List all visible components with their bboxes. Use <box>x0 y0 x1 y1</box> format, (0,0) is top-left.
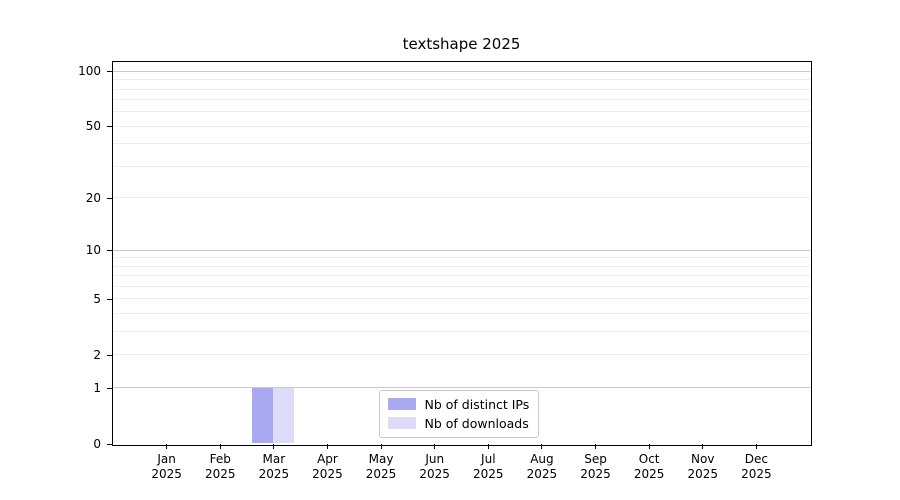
gridline-minor <box>112 99 810 101</box>
gridline-10 <box>112 249 810 251</box>
x-tick-label-sep: Sep 2025 <box>580 452 611 481</box>
gridline-5 <box>112 298 810 300</box>
y-tick-label-5: 5 <box>93 291 101 306</box>
gridline-minor <box>112 166 810 168</box>
gridline-minor <box>112 88 810 90</box>
bar-nb-of-distinct-ips-mar <box>252 387 274 444</box>
x-tick-label-feb: Feb 2025 <box>204 452 236 481</box>
legend-swatch-distinct-ips-icon <box>387 398 416 410</box>
y-tick-label-1: 1 <box>93 380 101 395</box>
gridline-minor <box>112 111 810 113</box>
gridline-minor <box>112 275 810 277</box>
chart-title: textshape 2025 <box>402 35 521 53</box>
x-tick-label-oct: Oct 2025 <box>633 452 665 481</box>
gridline-2 <box>112 354 810 356</box>
x-tick-label-jun: Jun 2025 <box>419 452 450 481</box>
plot-area: Nb of distinct IPs Nb of downloads <box>111 60 812 446</box>
gridline-100 <box>112 70 810 72</box>
x-tick-label-mar: Mar 2025 <box>258 452 290 481</box>
gridline-minor <box>112 313 810 315</box>
gridline-20 <box>112 197 810 199</box>
y-tick-label-50: 50 <box>85 119 101 134</box>
legend-swatch-downloads-icon <box>387 417 416 429</box>
gridline-minor <box>112 79 810 81</box>
gridline-50 <box>112 125 810 127</box>
legend-label-downloads: Nb of downloads <box>424 415 529 431</box>
gridline-minor <box>112 257 810 259</box>
legend-item-downloads: Nb of downloads <box>387 415 530 431</box>
bar-nb-of-downloads-mar <box>273 387 295 444</box>
gridline-1 <box>112 387 810 389</box>
x-tick-label-jan: Jan 2025 <box>151 452 182 481</box>
gridline-minor <box>112 143 810 145</box>
y-tick-label-10: 10 <box>85 243 101 258</box>
legend-label-distinct-ips: Nb of distinct IPs <box>424 396 530 412</box>
x-tick-label-jul: Jul 2025 <box>473 452 504 481</box>
y-tick-label-2: 2 <box>93 347 101 362</box>
legend-item-distinct-ips: Nb of distinct IPs <box>387 396 530 412</box>
y-tick-label-100: 100 <box>78 64 101 79</box>
x-tick-label-dec: Dec 2025 <box>741 452 772 481</box>
y-tick-label-0: 0 <box>93 436 101 451</box>
gridline-minor <box>112 286 810 288</box>
x-tick-label-may: May 2025 <box>365 452 397 481</box>
x-tick-label-nov: Nov 2025 <box>687 452 719 481</box>
x-tick-label-apr: Apr 2025 <box>312 452 343 481</box>
legend: Nb of distinct IPs Nb of downloads <box>378 389 540 438</box>
x-tick-label-aug: Aug 2025 <box>526 452 558 481</box>
gridline-minor <box>112 331 810 333</box>
gridline-minor <box>112 265 810 267</box>
y-tick-label-20: 20 <box>85 190 101 205</box>
